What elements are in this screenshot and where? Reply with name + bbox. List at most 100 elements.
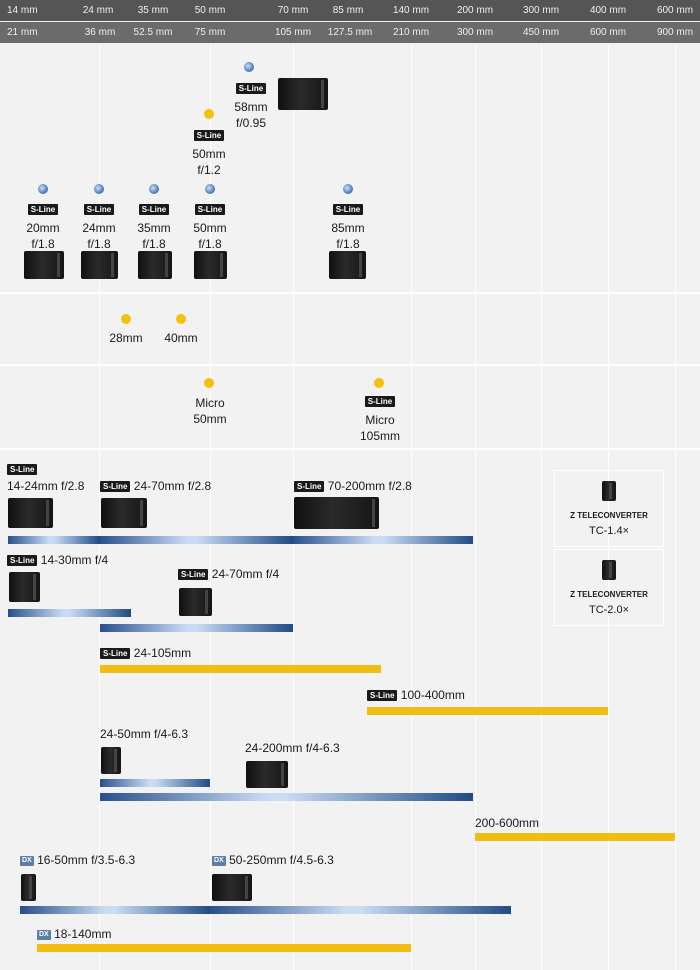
focal-label: 127.5 mm xyxy=(327,27,373,38)
lens-image-icon xyxy=(278,78,328,110)
dx-badge: DX xyxy=(37,929,51,940)
lens-28mm[interactable]: 28mm xyxy=(104,330,148,346)
lens-image-icon xyxy=(294,497,379,529)
lens-dx-18-140[interactable]: DX 18-140mm xyxy=(37,927,111,941)
lens-aperture: f/1.8 xyxy=(198,237,222,251)
lens-dx-16-50[interactable]: DX 16-50mm f/3.5-6.3 xyxy=(20,853,135,867)
lens-type: Micro xyxy=(365,413,395,427)
lens-image-icon xyxy=(8,498,53,528)
lens-aperture: f/1.8 xyxy=(31,237,55,251)
focal-label: 36 mm xyxy=(84,27,116,38)
lens-70-200-f28[interactable]: S-Line 70-200mm f/2.8 xyxy=(294,479,412,493)
focal-label: 52.5 mm xyxy=(133,27,173,38)
focal-label: 105 mm xyxy=(274,27,312,38)
focal-label: 300 mm xyxy=(456,27,494,38)
lens-image-icon xyxy=(101,747,121,774)
range-bar xyxy=(20,906,210,914)
sline-badge: S-Line xyxy=(138,204,170,216)
lens-50mm-f18[interactable]: S-Line 50mm f/1.8 xyxy=(187,201,233,252)
focal-length-header-fx: 14 mm 24 mm 35 mm 50 mm 70 mm 85 mm 140 … xyxy=(0,0,700,21)
sline-badge: S-Line xyxy=(83,204,115,216)
grid-line xyxy=(675,45,676,970)
focal-label: 200 mm xyxy=(456,5,494,16)
tc-20x-card[interactable]: Z TELECONVERTER TC-2.0× xyxy=(554,549,664,626)
range-bar xyxy=(100,536,293,544)
lens-micro-105mm[interactable]: S-Line Micro 105mm xyxy=(352,393,408,444)
tc-model: TC-1.4× xyxy=(588,525,630,537)
lens-85mm-f18[interactable]: S-Line 85mm f/1.8 xyxy=(325,201,371,252)
lens-label: 70-200mm f/2.8 xyxy=(327,479,412,493)
lens-image-icon xyxy=(212,874,252,901)
lens-mark-icon xyxy=(94,184,104,194)
range-bar xyxy=(210,906,511,914)
lens-24-70-f4[interactable]: S-Line 24-70mm f/4 xyxy=(178,567,279,581)
lens-24-70-f28[interactable]: S-Line 24-70mm f/2.8 xyxy=(100,479,211,493)
lens-focal: 24mm xyxy=(82,221,116,235)
lens-aperture: f/1.8 xyxy=(87,237,111,251)
lens-mark-icon xyxy=(244,62,254,72)
lens-image-icon xyxy=(194,251,227,279)
sline-badge: S-Line xyxy=(100,481,131,493)
focal-label: 35 mm xyxy=(137,5,169,16)
sline-badge-row: S-Line xyxy=(7,462,38,476)
lens-50mm-f12[interactable]: S-Line 50mm f/1.2 xyxy=(186,127,232,178)
focal-label: 21 mm xyxy=(7,27,38,38)
lens-100-400[interactable]: S-Line 100-400mm xyxy=(367,688,465,702)
lens-label: 100-400mm xyxy=(400,688,465,702)
lens-label: 24-105mm xyxy=(133,646,192,660)
section-divider xyxy=(0,292,700,294)
lens-label: 18-140mm xyxy=(54,927,112,941)
lens-24-200-label[interactable]: 24-200mm f/4-6.3 xyxy=(245,741,340,755)
lens-focal: 35mm xyxy=(137,221,171,235)
lens-label: 14-30mm f/4 xyxy=(40,553,109,567)
range-bar xyxy=(367,707,608,715)
lens-micro-50mm[interactable]: Micro 50mm xyxy=(184,395,236,427)
lens-200-600-label[interactable]: 200-600mm xyxy=(475,816,540,830)
focal-label: 300 mm xyxy=(522,5,560,16)
focal-label: 70 mm xyxy=(277,5,309,16)
tc-14x-card[interactable]: Z TELECONVERTER TC-1.4× xyxy=(554,470,664,547)
grid-line xyxy=(541,45,542,970)
lens-focal: 28mm xyxy=(109,331,143,345)
sline-badge: S-Line xyxy=(27,204,59,216)
focal-length-header-equivalent: 21 mm 36 mm 52.5 mm 75 mm 105 mm 127.5 m… xyxy=(0,22,700,43)
focal-label: 50 mm xyxy=(194,5,226,16)
lens-label: 24-70mm f/2.8 xyxy=(133,479,212,493)
focal-label: 600 mm xyxy=(589,27,627,38)
lens-mark-icon xyxy=(204,109,214,119)
focal-label: 400 mm xyxy=(589,5,627,16)
lens-20mm-f18[interactable]: S-Line 20mm f/1.8 xyxy=(20,201,66,252)
sline-badge: S-Line xyxy=(364,396,396,408)
lens-35mm-f18[interactable]: S-Line 35mm f/1.8 xyxy=(131,201,177,252)
lens-40mm[interactable]: 40mm xyxy=(159,330,203,346)
lens-aperture: f/1.2 xyxy=(197,163,221,177)
sline-badge: S-Line xyxy=(100,648,131,660)
lens-aperture: f/1.8 xyxy=(142,237,166,251)
lens-24mm-f18[interactable]: S-Line 24mm f/1.8 xyxy=(76,201,122,252)
lens-dx-50-250[interactable]: DX 50-250mm f/4.5-6.3 xyxy=(212,853,334,867)
sline-badge: S-Line xyxy=(367,690,398,702)
lens-image-icon xyxy=(81,251,118,279)
lens-image-icon xyxy=(329,251,366,279)
grid-line xyxy=(293,45,294,970)
focal-label: 85 mm xyxy=(332,5,364,16)
lens-58mm-f095[interactable]: S-Line 58mm f/0.95 xyxy=(228,80,274,131)
lens-24-50-label[interactable]: 24-50mm f/4-6.3 xyxy=(100,727,189,741)
lens-label: 16-50mm f/3.5-6.3 xyxy=(37,853,136,867)
lens-image-icon xyxy=(21,874,36,901)
range-bar xyxy=(8,536,100,544)
range-bar xyxy=(100,779,210,787)
lens-14-30-f4[interactable]: S-Line 14-30mm f/4 xyxy=(7,553,108,567)
lens-24-105[interactable]: S-Line 24-105mm xyxy=(100,646,191,660)
lens-mark-icon xyxy=(343,184,353,194)
grid-line xyxy=(475,45,476,970)
grid-line xyxy=(608,45,609,970)
focal-label: 75 mm xyxy=(194,27,226,38)
lens-mark-icon xyxy=(374,378,384,388)
teleconverter-icon xyxy=(602,481,616,501)
range-bar xyxy=(293,536,473,544)
lens-mark-icon xyxy=(149,184,159,194)
teleconverter-icon xyxy=(602,560,616,580)
lens-aperture: f/1.8 xyxy=(336,237,360,251)
lens-14-24-f28-label[interactable]: 14-24mm f/2.8 xyxy=(7,479,85,493)
